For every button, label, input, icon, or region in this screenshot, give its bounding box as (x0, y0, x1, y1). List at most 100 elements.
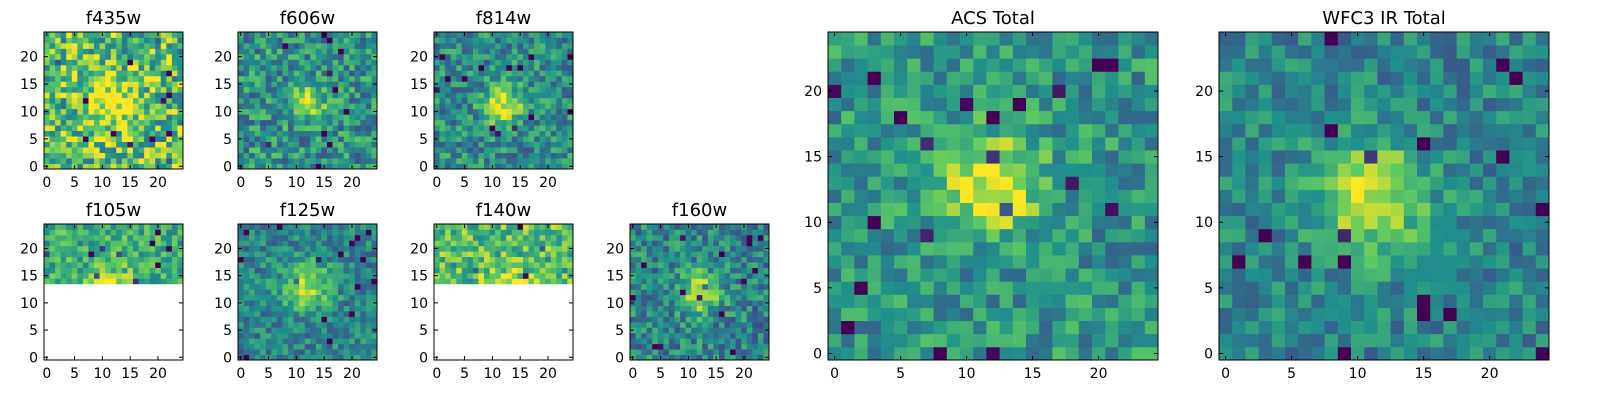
heatmap-cell (354, 332, 361, 339)
heatmap-cell (260, 158, 267, 164)
heatmap-cell (1052, 333, 1066, 348)
heatmap-cell (445, 267, 452, 274)
heatmap-cell (276, 37, 283, 44)
heatmap-cell (567, 267, 574, 274)
heatmap-cell (1535, 150, 1550, 164)
heatmap-cell (1324, 255, 1339, 269)
heatmap-cell (506, 64, 513, 71)
heatmap-cell (238, 42, 244, 49)
heatmap-cell (365, 224, 372, 230)
heatmap-cell (1496, 346, 1510, 361)
heatmap-cell (528, 119, 535, 126)
heatmap-cell (641, 343, 648, 350)
heatmap-cell (539, 64, 546, 71)
heatmap-cell (1092, 294, 1106, 308)
heatmap-cell (495, 229, 502, 236)
heatmap-cell (82, 147, 89, 153)
heatmap-cell (461, 70, 468, 77)
heatmap-cell (646, 321, 653, 328)
heatmap-cell (1245, 268, 1259, 282)
heatmap-cell (752, 311, 759, 317)
heatmap-cell (757, 267, 764, 274)
heatmap-cell (49, 147, 56, 153)
heatmap-cell (713, 234, 720, 241)
heatmap-cell (1118, 32, 1132, 46)
heatmap-cell (1012, 228, 1027, 243)
heatmap-cell (127, 108, 134, 115)
heatmap-cell (1364, 241, 1378, 256)
heatmap-cell (276, 42, 283, 49)
heatmap-cell (321, 75, 328, 82)
heatmap-cell (484, 75, 490, 82)
heatmap-cell (713, 338, 720, 345)
heatmap-cell (561, 70, 568, 77)
heatmap-cell (1443, 333, 1457, 348)
heatmap-cell (1403, 294, 1418, 308)
heatmap-cell (1012, 45, 1027, 59)
x-tick-label: 10 (287, 175, 305, 191)
heatmap-cell (1430, 346, 1444, 361)
heatmap-cell (265, 130, 272, 137)
heatmap-cell (155, 75, 162, 82)
heatmap-cell (539, 152, 546, 159)
heatmap-cell (249, 64, 256, 71)
heatmap-cell (680, 278, 686, 285)
heatmap-cell (271, 294, 278, 301)
heatmap-cell (630, 349, 636, 355)
heatmap-cell (522, 229, 529, 236)
heatmap-cell (1065, 176, 1080, 190)
heatmap-cell (71, 59, 78, 66)
heatmap-cell (1271, 307, 1286, 322)
heatmap-cell (304, 278, 311, 285)
heatmap-cell (249, 81, 256, 88)
heatmap-cell (365, 278, 372, 285)
heatmap-cell (260, 86, 267, 93)
heatmap-cell (1078, 84, 1093, 98)
heatmap-cell (641, 294, 648, 301)
heatmap-cell (349, 316, 356, 323)
heatmap-cell (763, 321, 770, 328)
heatmap-cell (149, 103, 156, 110)
heatmap-cell (1078, 281, 1093, 295)
heatmap-cell (484, 147, 490, 153)
heatmap-cell (66, 75, 73, 82)
heatmap-cell (360, 267, 367, 274)
heatmap-cell (1298, 307, 1312, 322)
heatmap-cell (293, 86, 300, 93)
heatmap-cell (635, 349, 642, 355)
heatmap-cell (243, 136, 250, 142)
heatmap-cell (1118, 307, 1132, 322)
heatmap-cell (349, 147, 356, 153)
heatmap-cell (561, 152, 568, 159)
heatmap-cell (254, 311, 261, 317)
heatmap-cell (1271, 215, 1286, 230)
y-tick-label: 10 (20, 104, 38, 120)
heatmap-cell (746, 240, 753, 247)
heatmap-cell (478, 75, 485, 82)
heatmap-cell (1258, 123, 1273, 138)
heatmap-cell (326, 125, 333, 132)
heatmap-cell (1522, 136, 1537, 151)
heatmap-cell (907, 58, 921, 72)
heatmap-cell (1417, 241, 1431, 256)
heatmap-cell (506, 147, 513, 153)
heatmap-cell (718, 251, 725, 258)
heatmap-cell (138, 32, 145, 38)
heatmap-cell (304, 251, 311, 258)
heatmap-cell (354, 256, 361, 263)
heatmap-cell (746, 327, 753, 334)
heatmap-cell (1496, 150, 1510, 164)
heatmap-cell (260, 289, 267, 296)
heatmap-cell (1118, 189, 1132, 203)
heatmap-cell (646, 349, 653, 355)
heatmap-cell (299, 262, 306, 268)
heatmap-cell (999, 268, 1014, 282)
heatmap-cell (484, 119, 490, 126)
heatmap-cell (149, 224, 156, 230)
heatmap-cell (472, 59, 479, 66)
heatmap-cell (461, 119, 468, 126)
heatmap-cell (1522, 333, 1537, 348)
heatmap-cell (867, 281, 882, 295)
heatmap-cell (556, 103, 563, 110)
heatmap-cell (696, 343, 703, 350)
